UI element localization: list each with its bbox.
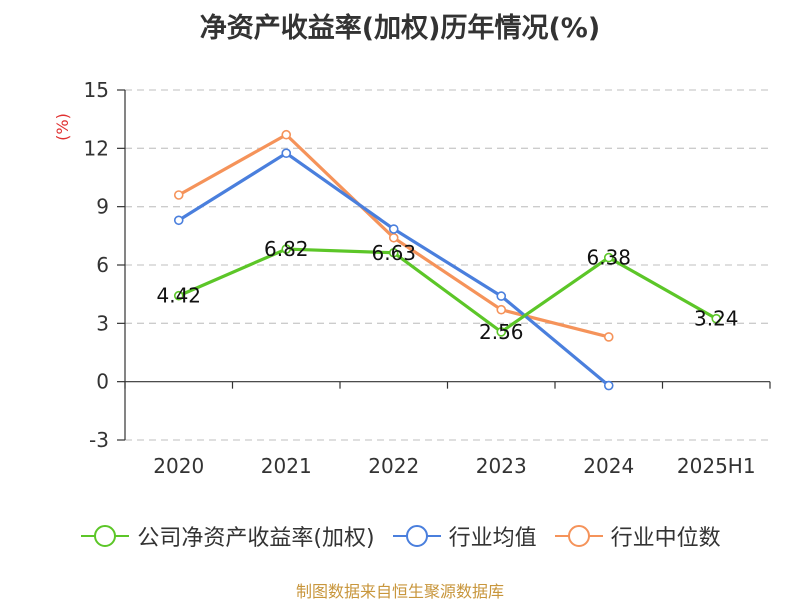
y-tick-label: 3 [96, 311, 109, 335]
data-point [711, 313, 722, 324]
data-label: 2.56 [479, 320, 524, 344]
legend-label: 行业中位数 [610, 526, 721, 551]
data-label: 6.38 [586, 246, 631, 270]
source-note: 制图数据来自恒生聚源数据库 [295, 582, 504, 601]
legend: 公司净资产收益率(加权) 行业均值 行业中位数 [0, 516, 800, 556]
legend-item[interactable]: 公司净资产收益率(加权) [79, 520, 375, 552]
x-tick-label: 2021 [261, 454, 312, 478]
legend-label: 公司净资产收益率(加权) [137, 526, 375, 551]
y-axis-unit: (%) [53, 113, 72, 141]
data-point [173, 190, 184, 200]
data-point [603, 332, 614, 342]
data-point [173, 290, 184, 301]
legend-item[interactable]: 行业中位数 [553, 520, 721, 552]
data-point [281, 129, 292, 140]
series-line [177, 247, 718, 334]
data-label: 3.24 [694, 307, 739, 331]
data-point [603, 380, 614, 391]
legend-item[interactable]: 行业均值 [391, 520, 537, 552]
y-tick-label: 12 [84, 136, 109, 160]
data-point [496, 304, 507, 315]
data-point [388, 247, 399, 258]
y-tick-label: 9 [96, 195, 109, 219]
legend-marker-icon [553, 524, 605, 548]
x-tick-label: 2022 [368, 454, 419, 478]
axes: 15 12 9 6 3 0 -3 2020 2021 2022 2023 2024 2025H1 (%) [53, 78, 771, 478]
data-point [281, 148, 292, 158]
legend-label: 行业均值 [448, 526, 537, 551]
data-point [173, 215, 184, 226]
data-label: 6.63 [371, 241, 416, 265]
data-label: 4.42 [156, 284, 201, 308]
x-tick-label: 2024 [583, 454, 634, 478]
legend-marker-icon [391, 524, 443, 548]
legend-marker-icon [79, 524, 131, 548]
data-labels: 4.42 6.82 6.63 2.56 6.38 3.24 [156, 237, 738, 344]
data-point [496, 291, 507, 301]
data-point [388, 224, 399, 234]
data-point [496, 327, 507, 337]
data-point [603, 252, 614, 263]
series-lines [173, 129, 722, 391]
x-tick-label: 2020 [153, 454, 204, 478]
y-tick-label: 15 [84, 78, 109, 102]
y-tick-label: 6 [96, 253, 109, 277]
data-point [281, 244, 292, 254]
y-tick-label: 0 [96, 370, 109, 394]
x-tick-label: 2023 [476, 454, 527, 478]
y-tick-label: -3 [89, 428, 109, 452]
data-label: 6.82 [264, 237, 309, 261]
chart-title: 净资产收益率(加权)历年情况(%) [199, 13, 601, 44]
x-tick-label: 2025H1 [677, 454, 756, 478]
